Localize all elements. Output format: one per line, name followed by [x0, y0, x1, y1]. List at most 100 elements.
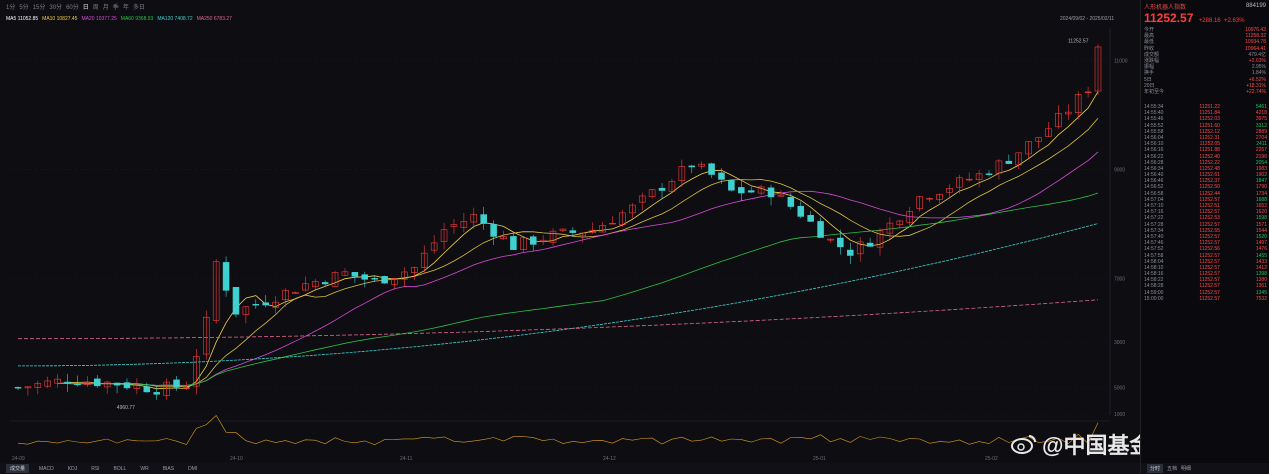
period-3[interactable]: 30分: [49, 4, 63, 11]
candle-body: [311, 281, 319, 287]
period-0[interactable]: 1分: [6, 4, 16, 11]
kline-chart[interactable]: 11000 9000 7000 5000 3000 1000 24-09 24-10 24-11…: [0, 0, 1140, 463]
candle-body: [936, 194, 943, 200]
candle-body: [718, 172, 725, 180]
indicator-tab-7[interactable]: DMI: [188, 465, 198, 472]
indicator-tab-6[interactable]: BIAS: [162, 465, 175, 472]
tick-row: 14:58:22 11252.57 1380: [1144, 277, 1267, 284]
period-4[interactable]: 60分: [66, 4, 79, 11]
period-5[interactable]: 日: [82, 4, 89, 11]
candle-body: [391, 278, 398, 285]
candle-body: [292, 291, 299, 294]
candle-body: [738, 187, 745, 194]
candle-body: [629, 204, 636, 214]
candle-body: [202, 316, 210, 355]
indicator-tab-5[interactable]: WR: [140, 465, 149, 472]
candle-body: [688, 165, 696, 168]
tick-row: 14:55:46 11252.03 3975: [1144, 116, 1267, 123]
ma-label-1: MA10 10827.45: [42, 16, 78, 22]
candle-body: [906, 211, 914, 223]
period-9[interactable]: 年: [122, 4, 129, 11]
tick-row: 14:57:58 11252.57 1455: [1144, 252, 1267, 259]
period-1[interactable]: 5分: [19, 4, 29, 11]
indicator-tab-2[interactable]: KDJ: [67, 465, 78, 472]
last-price: 11252.57: [1144, 11, 1194, 25]
tick-row: 14:56:46 11252.37 1847: [1144, 178, 1267, 185]
volume-line: [17, 415, 1099, 446]
candle-body: [599, 225, 606, 233]
candle-body: [827, 238, 834, 241]
candle-body: [678, 166, 686, 182]
candle-body: [975, 173, 983, 180]
tick-row: 14:58:16 11252.57 1398: [1144, 271, 1267, 278]
quote-tab-0[interactable]: 分时: [1147, 464, 1164, 473]
stat-row: 成交额 479.4亿: [1144, 51, 1266, 58]
candle-body: [420, 252, 428, 268]
price-tick: 1000: [1114, 412, 1125, 418]
candle-body: [747, 190, 755, 193]
stat-row: 涨跌幅 +2.63%: [1144, 57, 1266, 64]
candle-body: [411, 267, 418, 273]
period-7[interactable]: 月: [102, 4, 109, 11]
ma60-line: [57, 192, 1099, 386]
indicator-tab-3[interactable]: RSI: [91, 465, 100, 472]
candle-body: [262, 302, 269, 306]
date-range-label: 2024/09/02 - 2025/02/11: [1060, 16, 1114, 22]
tick-row: 14:56:40 11252.61 1902: [1144, 172, 1267, 179]
stat-row: 年初至今 +22.74%: [1144, 88, 1266, 95]
indicator-tab-1[interactable]: MACD: [39, 465, 54, 472]
date-tick: 24-09: [12, 456, 25, 462]
candle-body: [361, 274, 369, 280]
candle-body: [490, 224, 497, 237]
candle-body: [1084, 91, 1092, 94]
price-tick: 7000: [1114, 277, 1125, 283]
tick-row: 14:57:52 11252.56 1476: [1144, 246, 1267, 253]
period-10[interactable]: 多日: [132, 4, 145, 11]
candle-body: [103, 381, 111, 388]
candle-body: [926, 198, 933, 200]
tick-row: 14:58:28 11252.57 1361: [1144, 283, 1267, 290]
candle-body: [282, 290, 289, 301]
period-6[interactable]: 周: [92, 4, 99, 11]
tick-row: 14:55:52 11251.60 3312: [1144, 122, 1267, 129]
candle-body: [351, 272, 359, 277]
tick-row: 14:56:10 11252.05 2411: [1144, 141, 1267, 148]
date-tick: 25-01: [813, 456, 826, 462]
tick-row: 14:57:28 11252.57 1571: [1144, 221, 1267, 228]
chart-panel: 1分 5分 15分 30分 60分日周月季年多日 MA5 11052.85 MA10 10…: [0, 0, 1140, 473]
indicator-tab-4[interactable]: BOLL: [113, 465, 127, 472]
candle-body: [252, 304, 260, 306]
candle-body: [569, 230, 577, 233]
tick-row: 14:57:16 11252.57 1620: [1144, 209, 1267, 216]
tick-row: 14:57:46 11252.57 1497: [1144, 240, 1267, 247]
indicator-tab-0[interactable]: 成交量: [6, 464, 30, 473]
period-2[interactable]: 15分: [32, 4, 46, 11]
price-tick: 5000: [1114, 386, 1125, 392]
candle-body: [956, 177, 963, 188]
candle-body: [430, 242, 438, 251]
price-pct: +2.63%: [1224, 18, 1245, 24]
candle-body: [965, 178, 973, 181]
candle-body: [450, 224, 458, 227]
candle-body: [767, 187, 775, 198]
ma120-line: [18, 223, 1099, 367]
candle-body: [54, 378, 61, 384]
quote-tab-2[interactable]: 明细: [1181, 466, 1192, 472]
period-8[interactable]: 季: [112, 4, 119, 11]
candle-body: [619, 212, 626, 225]
tick-row: 14:57:22 11252.53 1598: [1144, 215, 1267, 222]
candle-body: [1065, 111, 1072, 115]
quote-tab-1[interactable]: 五档: [1167, 466, 1178, 472]
quote-header: 人形机器人指数 884199 11252.57 +288.16 +2.63%: [1141, 0, 1269, 27]
tick-list[interactable]: 14:55:34 11251.22 5461 14:55:40 11251.84 4218…: [1141, 104, 1269, 302]
date-tick: 24-11: [400, 456, 413, 462]
price-change: +288.16: [1198, 18, 1221, 24]
candle-body: [163, 381, 170, 396]
candle-body: [133, 384, 141, 389]
ma-legend: MA5 11052.85 MA10 10827.45 MA20 10377.25 MA…: [0, 16, 232, 24]
candle-body: [1025, 141, 1032, 155]
candle-body: [529, 236, 537, 245]
candle-body: [460, 221, 468, 228]
candle-body: [64, 381, 71, 384]
tick-row: 14:56:58 11252.44 1734: [1144, 190, 1267, 197]
